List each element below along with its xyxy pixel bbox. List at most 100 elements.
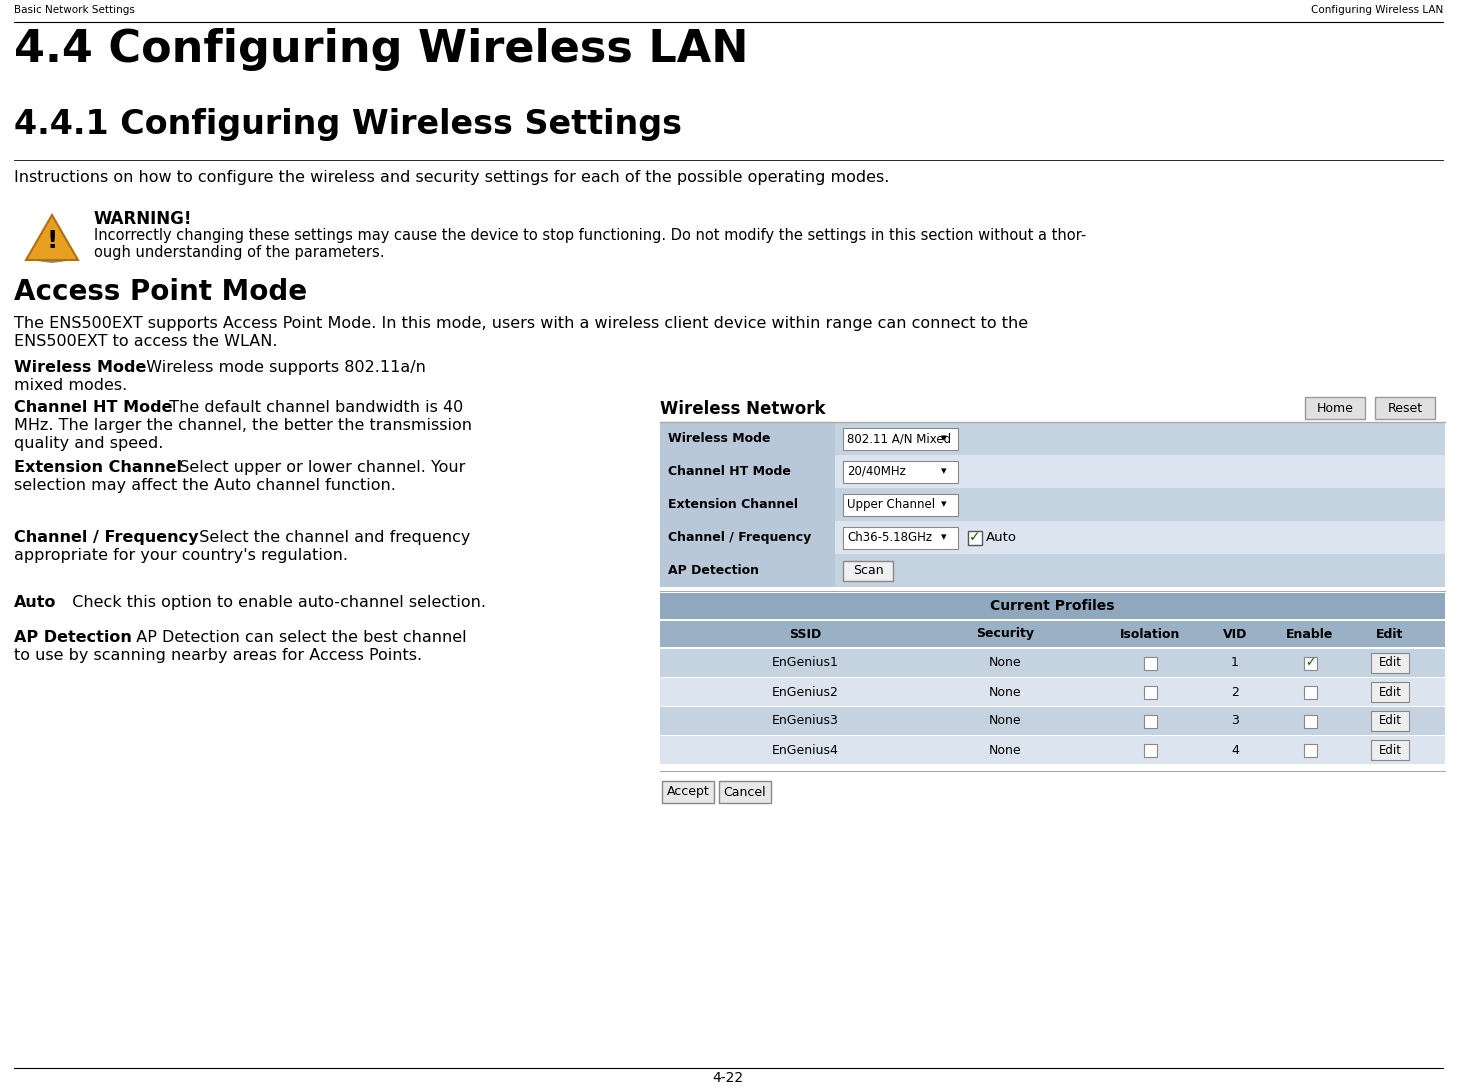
Text: 2: 2 (1231, 686, 1238, 699)
FancyBboxPatch shape (660, 521, 835, 554)
FancyBboxPatch shape (844, 526, 959, 548)
Text: Reset: Reset (1387, 401, 1422, 414)
Text: AP Detection: AP Detection (15, 630, 133, 645)
Text: Accept: Accept (667, 786, 710, 799)
Text: 802.11 A/N Mixed: 802.11 A/N Mixed (847, 432, 951, 445)
Text: Enable: Enable (1287, 628, 1333, 641)
Text: Cancel: Cancel (724, 786, 766, 799)
Text: Select the channel and frequency: Select the channel and frequency (189, 530, 471, 545)
Text: EnGenius2: EnGenius2 (772, 686, 838, 699)
Text: to use by scanning nearby areas for Access Points.: to use by scanning nearby areas for Acce… (15, 647, 423, 663)
Text: Basic Network Settings: Basic Network Settings (15, 5, 136, 15)
Text: Edit: Edit (1378, 656, 1402, 669)
Text: Select upper or lower channel. Your: Select upper or lower channel. Your (169, 460, 465, 475)
FancyBboxPatch shape (1371, 653, 1409, 673)
FancyBboxPatch shape (660, 621, 1445, 647)
Text: Wireless Mode: Wireless Mode (15, 360, 146, 375)
Text: ENS500EXT to access the WLAN.: ENS500EXT to access the WLAN. (15, 334, 277, 349)
Text: Extension Channel: Extension Channel (667, 498, 798, 511)
FancyBboxPatch shape (1375, 397, 1435, 419)
Text: ough understanding of the parameters.: ough understanding of the parameters. (95, 245, 385, 261)
Text: 4.4 Configuring Wireless LAN: 4.4 Configuring Wireless LAN (15, 28, 749, 71)
Text: None: None (989, 715, 1021, 727)
Text: WARNING!: WARNING! (95, 210, 192, 228)
Text: EnGenius3: EnGenius3 (772, 715, 838, 727)
Text: Scan: Scan (852, 564, 883, 577)
Text: mixed modes.: mixed modes. (15, 378, 127, 393)
Text: The ENS500EXT supports Access Point Mode. In this mode, users with a wireless cl: The ENS500EXT supports Access Point Mode… (15, 316, 1029, 331)
Text: quality and speed.: quality and speed. (15, 436, 163, 451)
Text: Edit: Edit (1378, 686, 1402, 699)
FancyBboxPatch shape (660, 422, 835, 455)
Text: None: None (989, 656, 1021, 669)
Text: Ch36-5.18GHz: Ch36-5.18GHz (847, 531, 932, 544)
Text: Edit: Edit (1378, 715, 1402, 727)
Text: 4-22: 4-22 (712, 1071, 743, 1085)
FancyBboxPatch shape (660, 488, 1445, 521)
FancyBboxPatch shape (660, 593, 1445, 619)
Text: Extension Channel: Extension Channel (15, 460, 182, 475)
FancyBboxPatch shape (660, 455, 1445, 488)
FancyBboxPatch shape (1371, 711, 1409, 731)
FancyBboxPatch shape (1304, 715, 1317, 727)
Text: Wireless Mode: Wireless Mode (667, 432, 771, 445)
Text: EnGenius1: EnGenius1 (772, 656, 838, 669)
Text: Upper Channel: Upper Channel (847, 498, 935, 511)
FancyBboxPatch shape (660, 554, 835, 588)
FancyBboxPatch shape (1371, 740, 1409, 760)
FancyBboxPatch shape (844, 460, 959, 483)
Text: ▾: ▾ (941, 467, 947, 476)
FancyBboxPatch shape (1304, 656, 1317, 669)
Text: 4.4.1 Configuring Wireless Settings: 4.4.1 Configuring Wireless Settings (15, 108, 682, 141)
FancyBboxPatch shape (967, 531, 982, 545)
FancyBboxPatch shape (660, 422, 1445, 455)
Text: Wireless Network: Wireless Network (660, 400, 826, 417)
Text: ▾: ▾ (941, 499, 947, 509)
FancyBboxPatch shape (844, 494, 959, 516)
Text: Edit: Edit (1377, 628, 1403, 641)
FancyBboxPatch shape (1144, 686, 1157, 699)
Text: AP Detection: AP Detection (667, 564, 759, 577)
Text: EnGenius4: EnGenius4 (772, 743, 838, 756)
FancyBboxPatch shape (1144, 715, 1157, 727)
Text: Isolation: Isolation (1120, 628, 1180, 641)
Text: ✓: ✓ (1305, 656, 1316, 669)
Text: Wireless mode supports 802.11a/n: Wireless mode supports 802.11a/n (136, 360, 425, 375)
FancyBboxPatch shape (718, 782, 771, 803)
Text: Check this option to enable auto-channel selection.: Check this option to enable auto-channel… (63, 595, 487, 610)
Text: 20/40MHz: 20/40MHz (847, 465, 906, 479)
Polygon shape (31, 261, 74, 263)
Text: 4: 4 (1231, 743, 1238, 756)
FancyBboxPatch shape (660, 455, 835, 488)
Text: Home: Home (1317, 401, 1354, 414)
Text: Channel / Frequency: Channel / Frequency (667, 531, 812, 544)
FancyBboxPatch shape (660, 707, 1445, 735)
Text: Auto: Auto (15, 595, 57, 610)
FancyBboxPatch shape (844, 560, 893, 581)
FancyBboxPatch shape (660, 488, 835, 521)
Text: Access Point Mode: Access Point Mode (15, 278, 307, 306)
FancyBboxPatch shape (844, 427, 959, 449)
Text: The default channel bandwidth is 40: The default channel bandwidth is 40 (159, 400, 463, 415)
Text: None: None (989, 686, 1021, 699)
Text: AP Detection can select the best channel: AP Detection can select the best channel (125, 630, 466, 645)
FancyBboxPatch shape (660, 649, 1445, 677)
FancyBboxPatch shape (660, 521, 1445, 554)
Text: Instructions on how to configure the wireless and security settings for each of : Instructions on how to configure the wir… (15, 170, 889, 185)
Text: ▾: ▾ (941, 434, 947, 444)
Text: None: None (989, 743, 1021, 756)
FancyBboxPatch shape (660, 554, 1445, 588)
Polygon shape (26, 215, 79, 261)
Text: Security: Security (976, 628, 1034, 641)
Text: Channel HT Mode: Channel HT Mode (15, 400, 172, 415)
FancyBboxPatch shape (1304, 686, 1317, 699)
Text: VID: VID (1222, 628, 1247, 641)
FancyBboxPatch shape (1305, 397, 1365, 419)
Text: Configuring Wireless LAN: Configuring Wireless LAN (1311, 5, 1442, 15)
FancyBboxPatch shape (1144, 743, 1157, 756)
FancyBboxPatch shape (660, 678, 1445, 706)
Text: Channel / Frequency: Channel / Frequency (15, 530, 198, 545)
Text: SSID: SSID (788, 628, 822, 641)
Text: Current Profiles: Current Profiles (991, 600, 1115, 613)
Text: ✓: ✓ (969, 531, 981, 545)
